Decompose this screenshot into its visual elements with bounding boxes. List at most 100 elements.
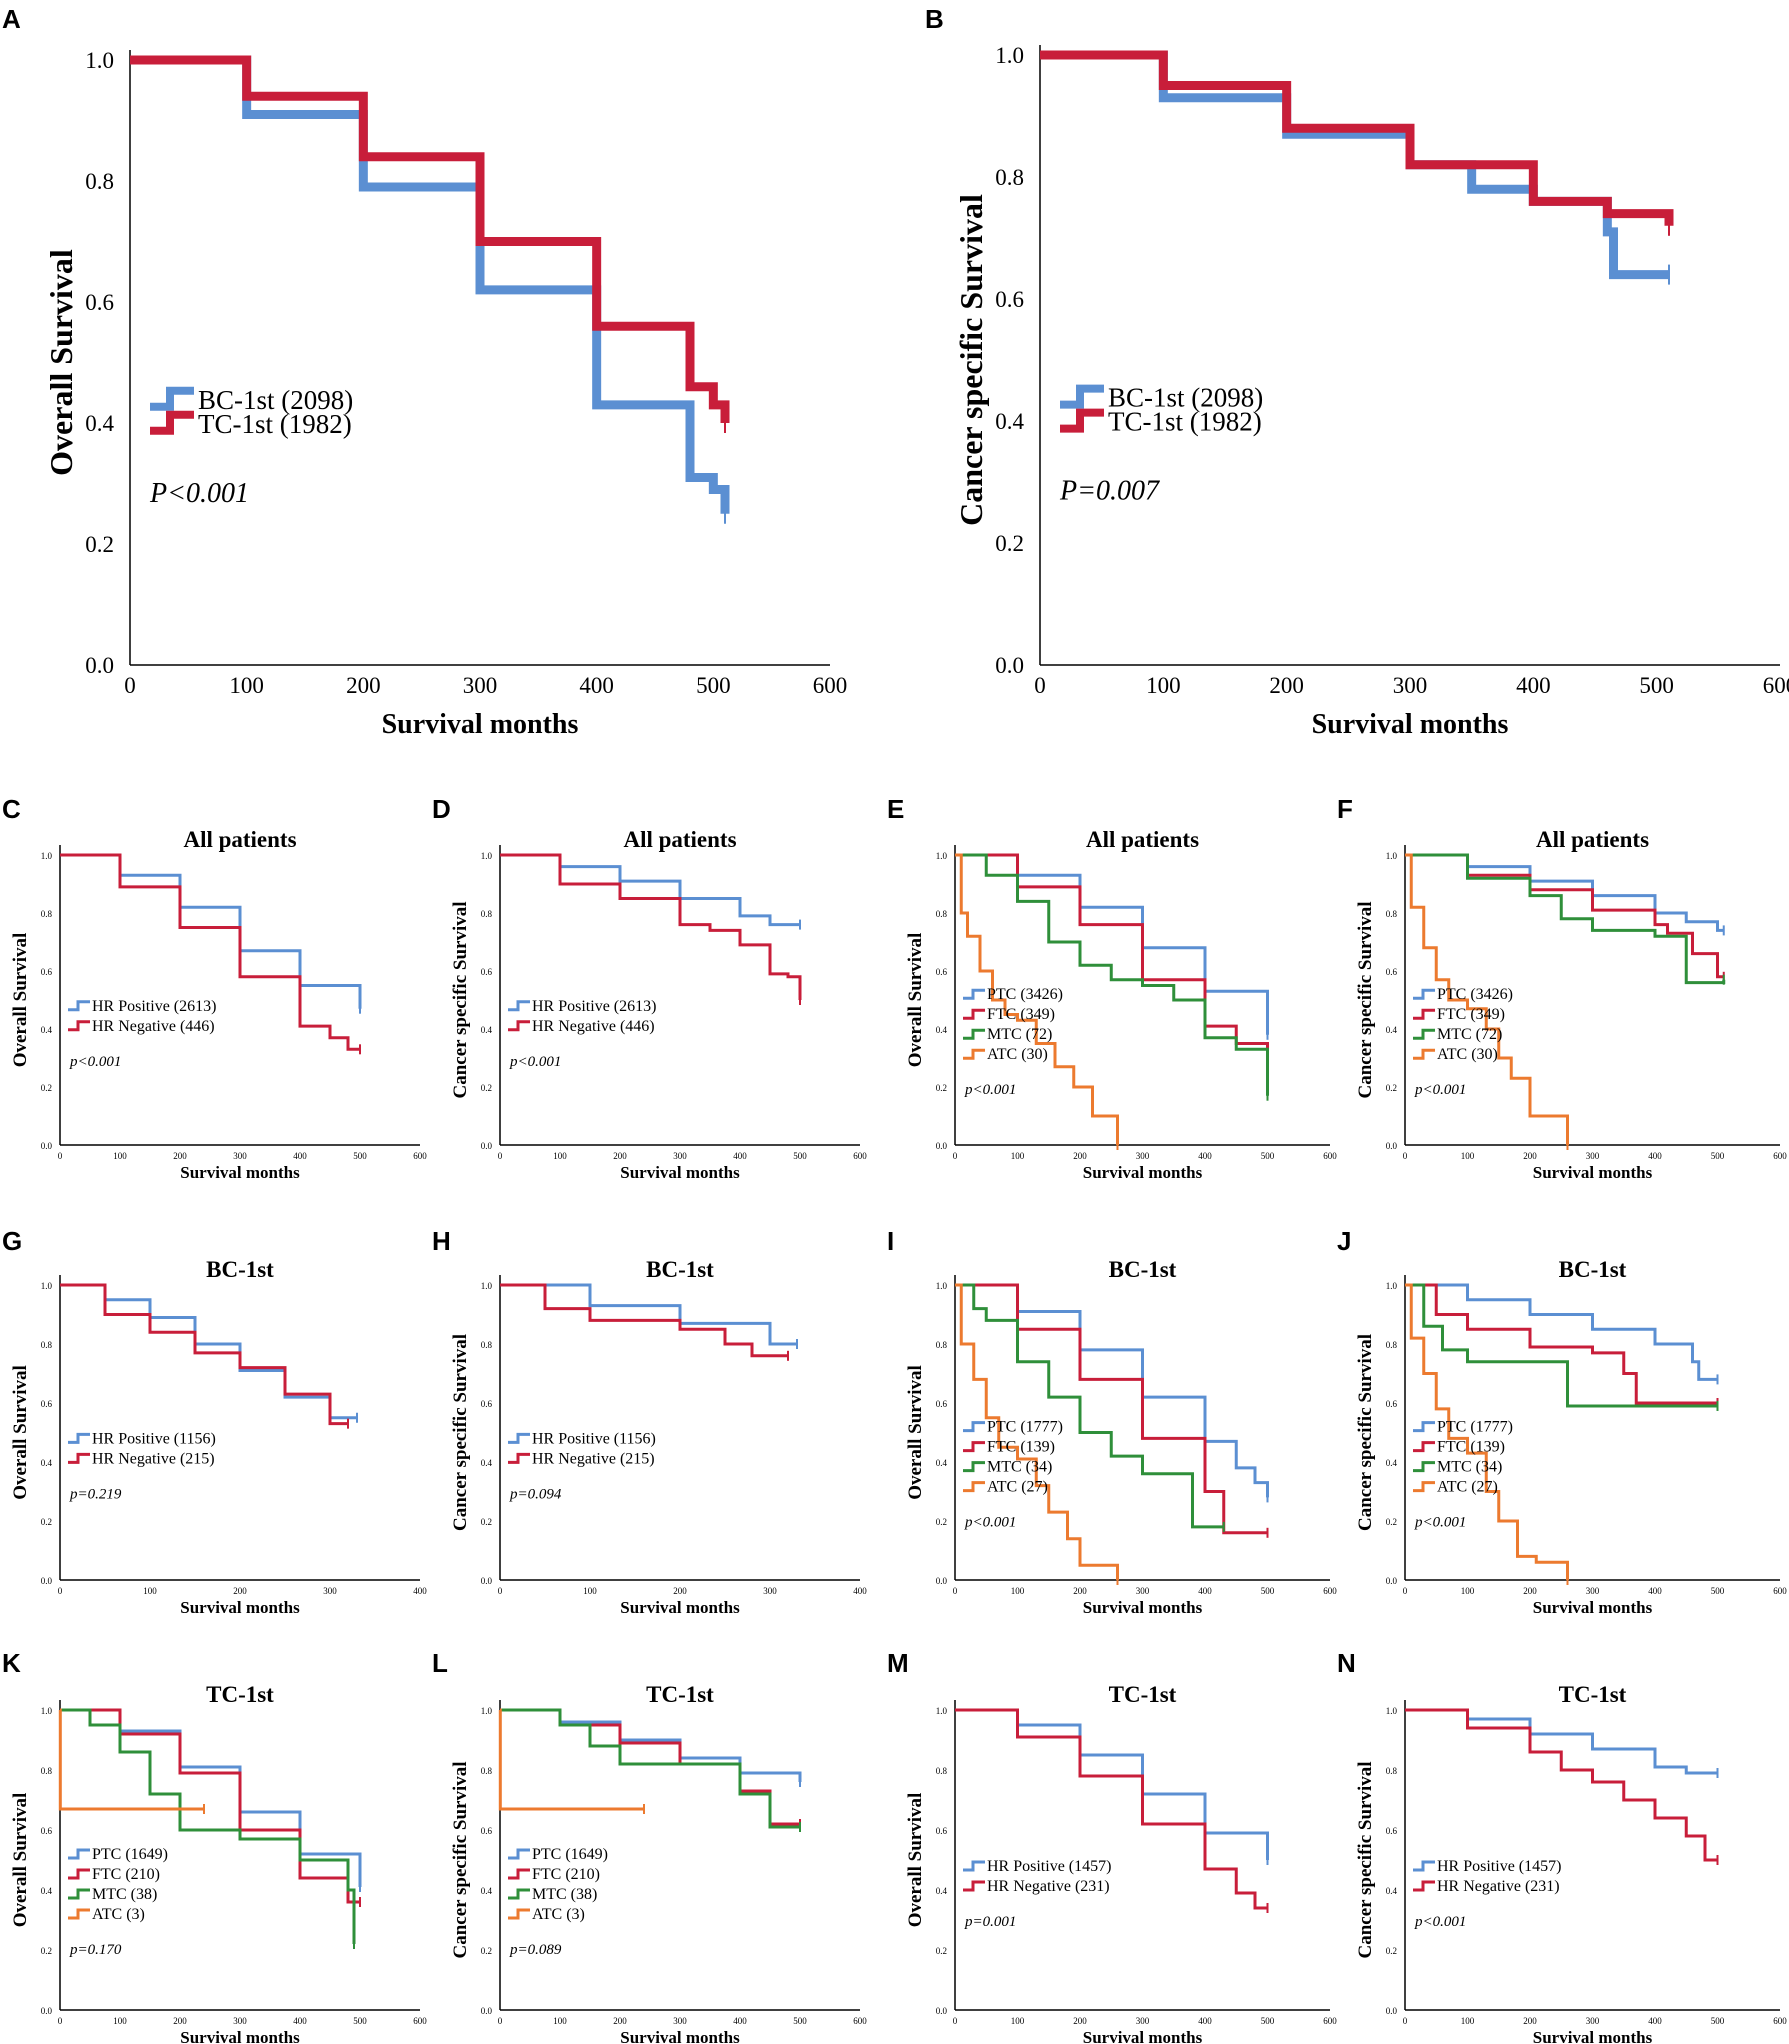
x-tick-label: 200: [1523, 1586, 1537, 1596]
y-tick-label: 0.4: [85, 411, 114, 436]
x-axis-label: Survival months: [1533, 1163, 1653, 1182]
series-blue-curve: [955, 1708, 1269, 1860]
legend-swatch-red: [68, 1452, 90, 1464]
x-tick-label: 200: [1523, 2016, 1537, 2026]
panel-letter: F: [1337, 794, 1353, 824]
chart-title: All patients: [623, 827, 736, 852]
y-tick-label: 0.6: [481, 1399, 493, 1409]
y-tick-label: 0.0: [936, 2006, 948, 2016]
p-value: p<0.001: [69, 1054, 121, 1070]
legend-entry: HR Positive (1156): [532, 1430, 656, 1447]
x-tick-label: 500: [1261, 2016, 1275, 2026]
legend-entry: HR Positive (2613): [532, 998, 656, 1015]
series-red-curve: [955, 1283, 1268, 1535]
x-tick-label: 500: [1639, 673, 1674, 698]
series-red-curve: [1405, 1283, 1718, 1405]
y-axis-label: Overall Survival: [905, 1793, 926, 1928]
x-tick-label: 100: [1011, 1586, 1025, 1596]
legend-swatch-blue: [1413, 1421, 1435, 1433]
series-red-curve: [130, 55, 730, 423]
series-blue-curve: [60, 853, 362, 1009]
x-tick-label: 100: [113, 1151, 127, 1161]
x-tick-label: 400: [293, 1151, 307, 1161]
x-tick-label: 600: [1323, 2016, 1337, 2026]
panel-letter: J: [1337, 1226, 1351, 1256]
p-value: p<0.001: [1414, 1914, 1466, 1930]
y-tick-label: 0.0: [41, 1141, 53, 1151]
x-axis-label: Survival months: [180, 2028, 300, 2044]
x-tick-label: 0: [1403, 1586, 1408, 1596]
chart-title: TC-1st: [646, 1682, 714, 1707]
panel-a: A 0.0 0.2 0.4 0.6 0.8 1.0 0 100 200 300 400 500 600 Su…: [2, 4, 847, 740]
p-value: p=0.219: [69, 1486, 122, 1502]
x-tick-label: 100: [553, 1151, 567, 1161]
p-value: p<0.001: [964, 1515, 1016, 1531]
x-tick-label: 200: [173, 2016, 187, 2026]
legend-swatch-green: [68, 1888, 90, 1900]
x-tick-label: 300: [763, 1586, 777, 1596]
x-axis-label: Survival months: [1312, 709, 1509, 740]
y-tick-label: 0.6: [1386, 967, 1398, 977]
series-orange-curve: [1405, 853, 1569, 1145]
x-tick-label: 600: [1773, 1586, 1787, 1596]
x-tick-label: 100: [1011, 1151, 1025, 1161]
legend-swatch-orange: [508, 1908, 530, 1920]
y-axis-label: Cancer specific Survival: [953, 194, 989, 526]
panel-n: N TC-1st 0.0 0.2 0.4 0.6 0.8 1.0 0 100 200 300 400 50…: [1337, 1648, 1787, 2044]
y-tick-label: 0.0: [481, 2006, 493, 2016]
x-tick-label: 600: [1323, 1151, 1337, 1161]
legend-entry: HR Negative (215): [532, 1450, 655, 1467]
legend-swatch-blue: [150, 386, 194, 411]
legend-entry: HR Negative (215): [92, 1450, 215, 1467]
legend-swatch-green: [1413, 1028, 1435, 1040]
x-tick-label: 200: [1523, 1151, 1537, 1161]
series-blue-curve: [130, 55, 730, 514]
y-tick-label: 0.0: [41, 2006, 53, 2016]
legend-entry: PTC (3426): [1437, 986, 1513, 1003]
y-tick-label: 0.0: [41, 1576, 53, 1586]
y-tick-label: 0.8: [41, 1766, 53, 1776]
y-tick-label: 1.0: [41, 1706, 53, 1716]
legend-swatch-green: [1413, 1461, 1435, 1473]
panel-letter: C: [2, 794, 21, 824]
y-tick-label: 1.0: [1386, 1706, 1398, 1716]
y-tick-label: 0.6: [995, 287, 1024, 312]
y-tick-label: 0.4: [1386, 1025, 1398, 1035]
legend-entry: HR Negative (231): [1437, 1878, 1560, 1895]
series-red-curve: [1405, 853, 1724, 979]
x-tick-label: 400: [1198, 1151, 1212, 1161]
y-tick-label: 1.0: [1386, 851, 1398, 861]
legend-entry: PTC (1777): [987, 1419, 1063, 1436]
x-tick-label: 400: [733, 2016, 747, 2026]
x-tick-label: 200: [613, 2016, 627, 2026]
x-tick-label: 300: [463, 673, 498, 698]
legend-swatch-red: [68, 1020, 90, 1032]
series-blue-curve: [500, 1708, 802, 1782]
y-axis-label: Overall Survival: [43, 249, 79, 476]
y-tick-label: 0.6: [41, 967, 53, 977]
x-tick-label: 0: [498, 2016, 503, 2026]
x-axis-label: Survival months: [180, 1163, 300, 1182]
legend-swatch-red: [150, 410, 194, 435]
legend-entry: ATC (3): [532, 1906, 585, 1923]
y-tick-label: 0.6: [936, 1826, 948, 1836]
x-tick-label: 500: [1711, 2016, 1725, 2026]
legend-swatch-green: [963, 1461, 985, 1473]
y-tick-label: 0.2: [936, 1083, 947, 1093]
legend-entry: HR Positive (1457): [987, 1858, 1111, 1875]
legend-entry: PTC (3426): [987, 986, 1063, 1003]
x-tick-label: 0: [124, 673, 136, 698]
x-tick-label: 100: [1461, 2016, 1475, 2026]
series-red-curve: [955, 1708, 1268, 1910]
panel-f: F All patients 0.0 0.2 0.4 0.6 0.8 1.0 0 100 200 30…: [1337, 794, 1787, 1182]
y-tick-label: 0.4: [41, 1886, 53, 1896]
legend-swatch-red: [508, 1452, 530, 1464]
series-red-curve: [500, 1283, 788, 1358]
legend-entry: HR Positive (1457): [1437, 1858, 1561, 1875]
legend-swatch-blue: [1413, 988, 1435, 1000]
chart-title: TC-1st: [1109, 1682, 1177, 1707]
y-tick-label: 0.8: [936, 1340, 948, 1350]
panel-h: H BC-1st 0.0 0.2 0.4 0.6 0.8 1.0 0 100 200 300 400 Su…: [432, 1226, 867, 1617]
legend-swatch-blue: [963, 1421, 985, 1433]
